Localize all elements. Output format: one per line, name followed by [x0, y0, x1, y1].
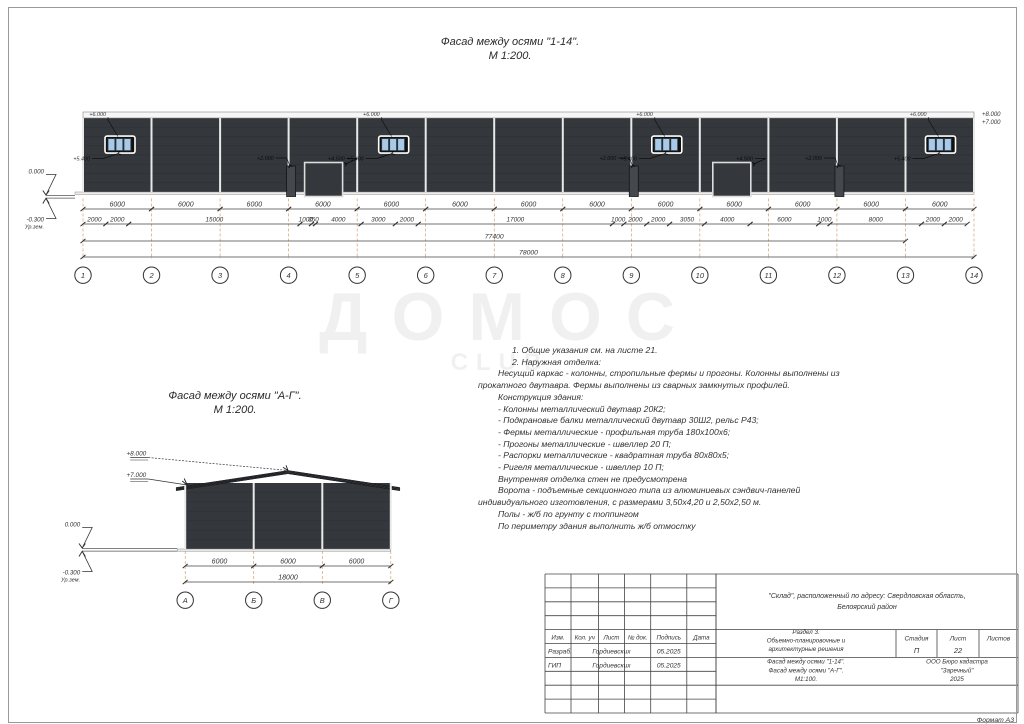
svg-text:+7.000: +7.000 — [126, 472, 146, 479]
svg-text:-0.300: -0.300 — [63, 570, 81, 577]
svg-text:Б: Б — [251, 596, 256, 605]
svg-text:В: В — [320, 596, 325, 605]
svg-text:Ур.зем.: Ур.зем. — [60, 578, 80, 584]
svg-text:6000: 6000 — [280, 559, 296, 566]
svg-text:6000: 6000 — [349, 559, 365, 566]
svg-text:0.000: 0.000 — [65, 522, 81, 529]
svg-text:18000: 18000 — [278, 575, 298, 582]
svg-text:А: А — [182, 596, 188, 605]
svg-text:+8.000: +8.000 — [126, 451, 146, 458]
svg-text:6000: 6000 — [212, 559, 228, 566]
